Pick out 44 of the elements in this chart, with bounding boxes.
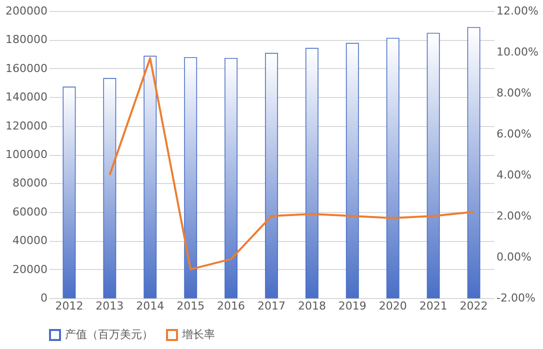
y-tick-label: 180000: [6, 33, 48, 46]
y-tick-label: 20000: [12, 262, 48, 276]
bar: [224, 58, 238, 298]
x-tick-label: 2021: [419, 300, 448, 312]
bar: [62, 86, 76, 298]
x-tick-label: 2019: [338, 300, 366, 312]
y-tick-label: 100000: [6, 148, 48, 161]
legend-label: 增长率: [181, 328, 215, 341]
legend-label: 产值（百万美元）: [65, 328, 153, 341]
y2-tick-label: 0.00%: [496, 250, 532, 264]
bar: [467, 27, 480, 298]
x-tick-label: 2012: [55, 300, 84, 312]
y2-tick-label: 6.00%: [496, 128, 532, 140]
x-tick-label: 2022: [460, 300, 488, 312]
y2-tick-label: 12.00%: [496, 4, 538, 18]
bar: [426, 32, 440, 298]
y2-tick-label: 10.00%: [496, 46, 538, 58]
y-tick-label: 120000: [6, 119, 48, 132]
y-tick-label: 0: [40, 292, 48, 304]
y2-tick-label: 2.00%: [496, 210, 532, 222]
y-tick-label: 80000: [12, 176, 48, 190]
bar: [386, 38, 400, 298]
bar: [265, 52, 278, 298]
y2-tick-label: 8.00%: [496, 86, 532, 100]
x-tick-label: 2015: [176, 300, 205, 312]
x-tick-label: 2017: [258, 300, 286, 312]
x-tick-label: 2020: [378, 300, 407, 312]
x-tick-label: 2014: [136, 300, 164, 312]
line-series: [108, 57, 475, 270]
x-tick-label: 2016: [217, 300, 246, 312]
x-tick-label: 2018: [298, 300, 326, 312]
y2-tick-label: 4.00%: [496, 168, 532, 182]
bar: [144, 56, 157, 298]
y-tick-label: 40000: [12, 234, 48, 248]
y-tick-label: 60000: [12, 205, 48, 218]
bar: [184, 57, 198, 298]
y2-tick-label: -2.00%: [496, 292, 536, 304]
bar: [103, 78, 116, 298]
y-tick-label: 140000: [6, 90, 48, 104]
y-tick-label: 200000: [6, 4, 48, 18]
y-tick-label: 160000: [6, 62, 48, 75]
bar: [305, 48, 318, 298]
bar: [346, 42, 359, 298]
x-tick-label: 2013: [96, 300, 124, 312]
